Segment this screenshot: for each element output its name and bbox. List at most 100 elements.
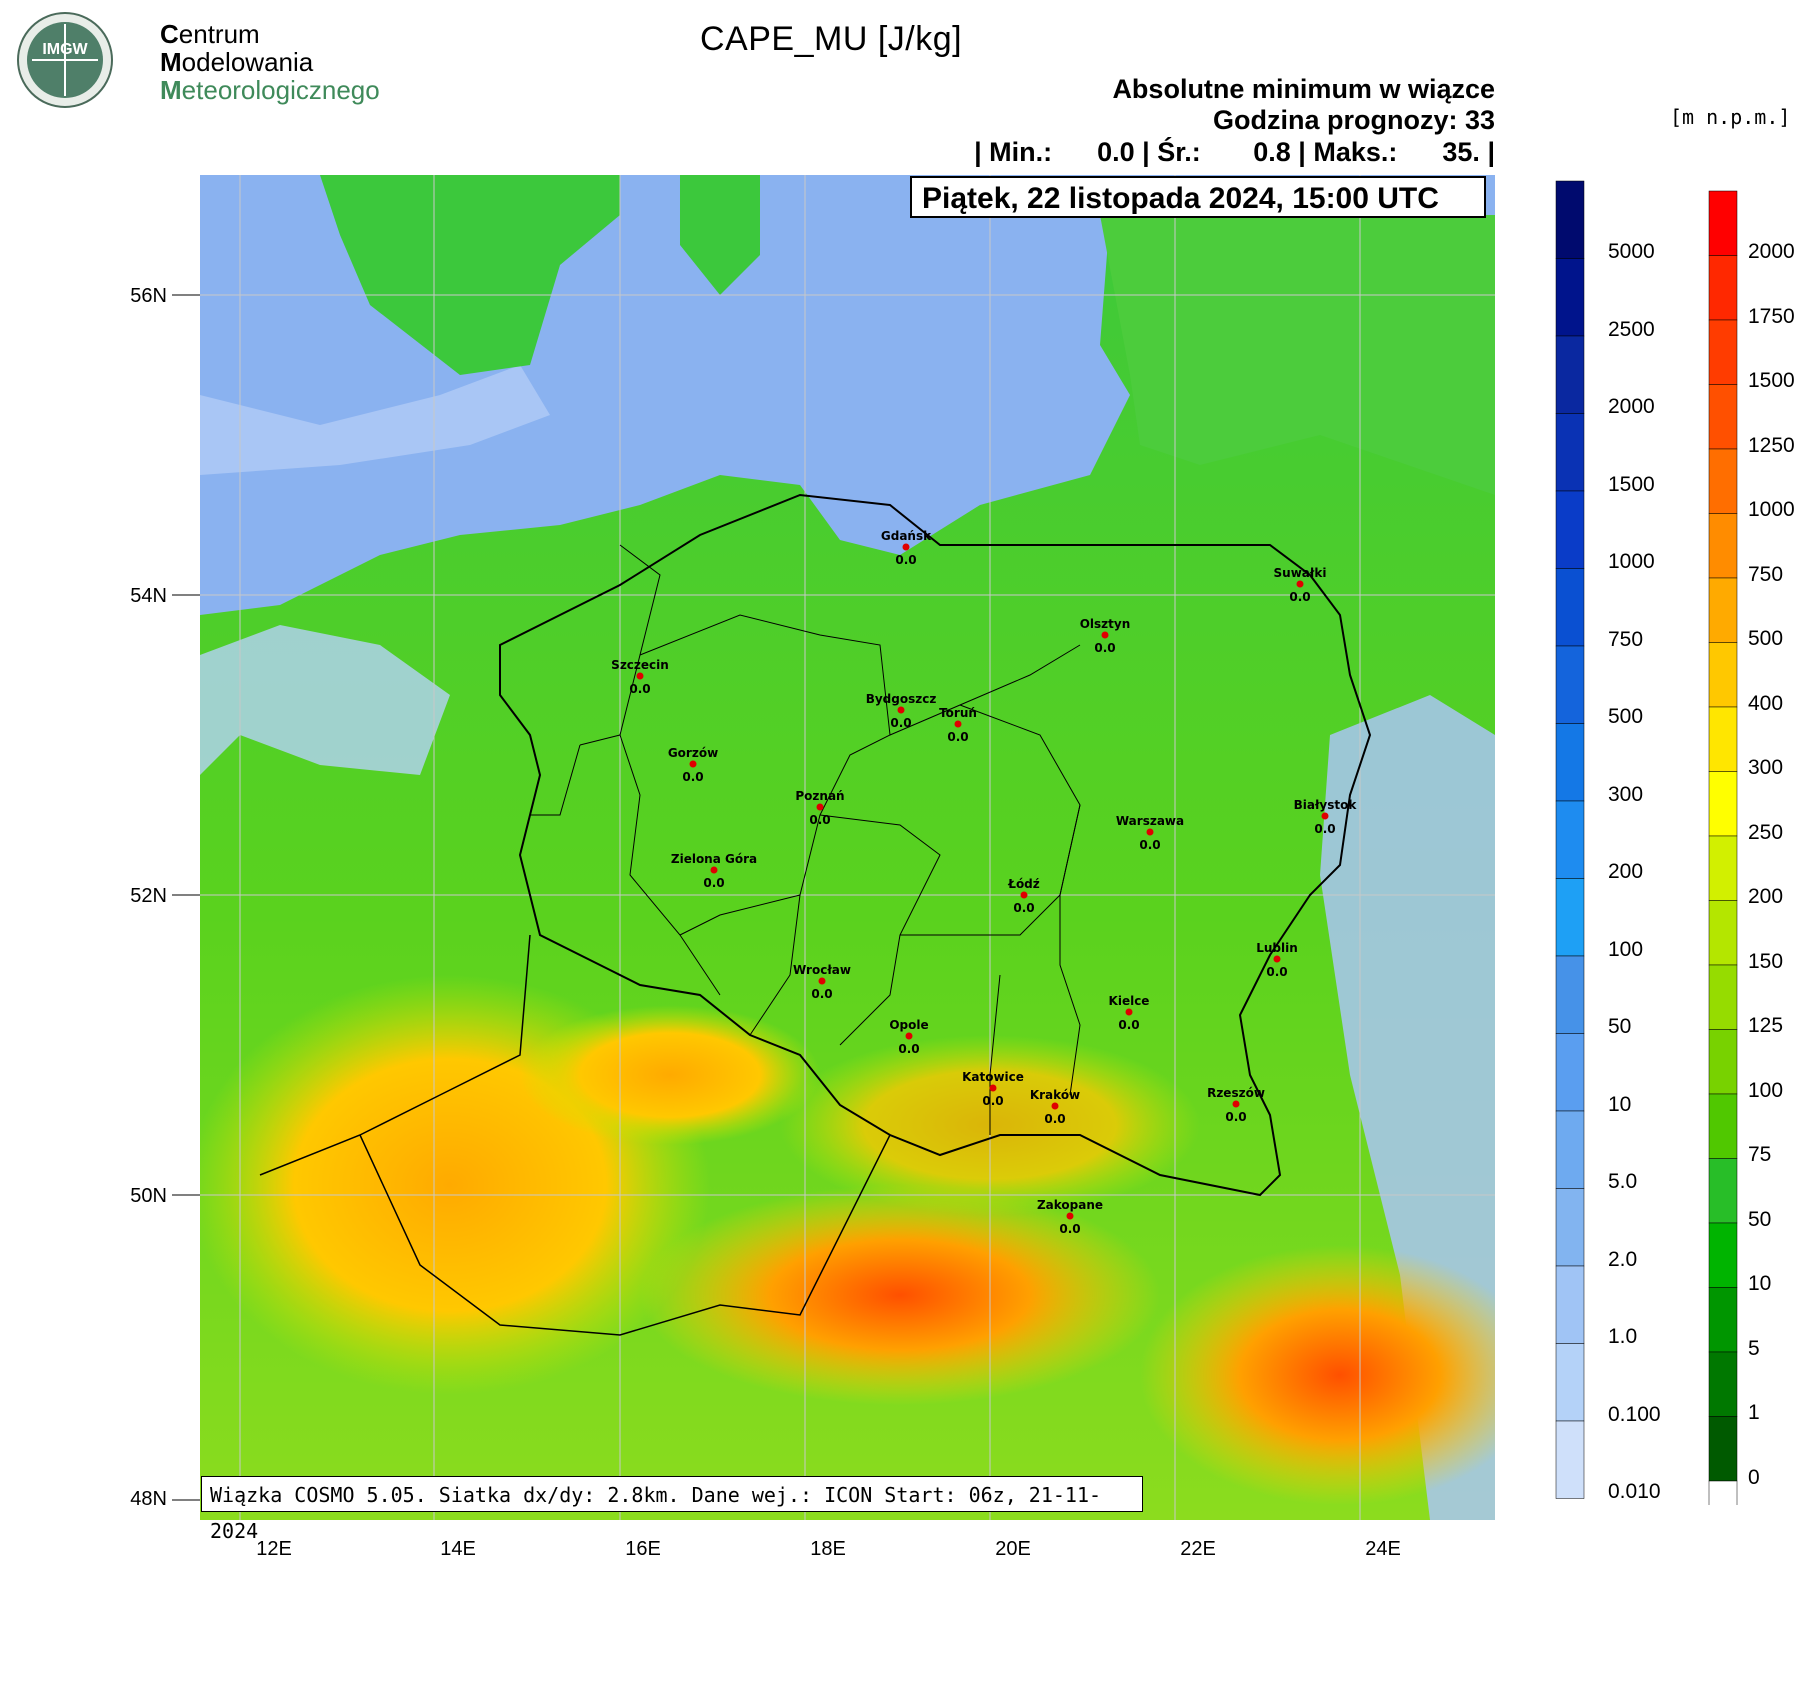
colorbar-swatch bbox=[1555, 568, 1585, 647]
colorbar-swatch bbox=[1708, 255, 1738, 321]
city-name: Olsztyn bbox=[1080, 617, 1131, 631]
svg-text:IMGW: IMGW bbox=[42, 41, 88, 58]
city-name: Opole bbox=[889, 1018, 928, 1032]
city-value: 0.0 bbox=[890, 716, 911, 730]
colorbar-label: 1.0 bbox=[1608, 1325, 1638, 1348]
city-value: 0.0 bbox=[1059, 1222, 1080, 1236]
czech-border bbox=[259, 934, 891, 1336]
colorbar-label: 5 bbox=[1748, 1336, 1760, 1360]
city-marker: Białystok 0.0 bbox=[1294, 798, 1358, 836]
colorbar-swatch bbox=[1708, 900, 1738, 966]
colorbar-label: 75 bbox=[1748, 1143, 1772, 1166]
map-area: Gdańsk 0.0 Suwałki 0.0 Olsztyn 0.0 Szczecin 0.0… bbox=[200, 175, 1495, 1520]
city-value: 0.0 bbox=[1225, 1110, 1246, 1124]
colorbar-label: 300 bbox=[1608, 782, 1644, 806]
city-name: Toruń bbox=[939, 706, 977, 720]
colorbar-label: 1000 bbox=[1608, 550, 1655, 573]
city-marker: Gorzów 0.0 bbox=[668, 746, 718, 784]
lat-label: 54N bbox=[130, 585, 167, 607]
tatra-terrain bbox=[640, 1185, 1160, 1405]
city-value: 0.0 bbox=[898, 1042, 919, 1056]
city-marker: Toruń 0.0 bbox=[939, 706, 977, 744]
colorbar-label: 10 bbox=[1608, 1092, 1632, 1116]
lon-label: 22E bbox=[1180, 1538, 1216, 1560]
city-marker: Katowice 0.0 bbox=[962, 1070, 1024, 1108]
colorbar-label: 0.010 bbox=[1608, 1480, 1661, 1503]
model-info-footer: Wiązka COSMO 5.05. Siatka dx/dy: 2.8km. … bbox=[201, 1476, 1143, 1543]
colorbar-label: 200 bbox=[1608, 860, 1644, 883]
colorbar-label: 1250 bbox=[1748, 433, 1795, 457]
colorbar-swatch bbox=[1708, 1480, 1738, 1505]
colorbar-swatch bbox=[1555, 180, 1585, 259]
colorbar-swatch bbox=[1708, 1416, 1738, 1482]
city-value: 0.0 bbox=[1266, 965, 1287, 979]
city-marker: Wrocław 0.0 bbox=[793, 963, 851, 1001]
lon-label: 12E bbox=[256, 1538, 292, 1560]
header-line-1: Absolutne minimum w wiązce bbox=[1112, 74, 1495, 104]
colorbar-swatch bbox=[1555, 645, 1585, 724]
city-value: 0.0 bbox=[809, 813, 830, 827]
colorbar-swatch bbox=[1555, 1110, 1585, 1189]
colorbar-label: 500 bbox=[1748, 627, 1784, 650]
city-marker: Kraków 0.0 bbox=[1030, 1088, 1080, 1126]
city-dot bbox=[989, 1084, 997, 1092]
colorbar-swatch bbox=[1555, 1420, 1585, 1499]
city-value: 0.0 bbox=[1094, 641, 1115, 655]
colorbar-swatch bbox=[1708, 1287, 1738, 1353]
terrain-colorbar bbox=[1708, 190, 1738, 1505]
poland-border bbox=[499, 493, 1372, 1197]
colorbar-label: 100 bbox=[1608, 937, 1644, 961]
city-marker: Warszawa 0.0 bbox=[1116, 814, 1184, 852]
city-name: Gorzów bbox=[668, 746, 718, 760]
colorbar-swatch bbox=[1708, 448, 1738, 514]
colorbar-label: 1500 bbox=[1608, 472, 1655, 496]
city-name: Gdańsk bbox=[881, 529, 932, 543]
colorbar-swatch bbox=[1708, 1158, 1738, 1224]
colorbar-label: 2000 bbox=[1608, 395, 1655, 418]
city-value: 0.0 bbox=[703, 876, 724, 890]
colorbar-label: 5.0 bbox=[1608, 1170, 1638, 1193]
city-name: Kraków bbox=[1030, 1088, 1080, 1102]
colorbar-label: 750 bbox=[1608, 627, 1644, 651]
city-value: 0.0 bbox=[947, 730, 968, 744]
city-dot bbox=[905, 1032, 913, 1040]
baltic-states-land bbox=[1100, 215, 1495, 495]
colorbar-label: 250 bbox=[1748, 820, 1784, 844]
city-value: 0.0 bbox=[629, 682, 650, 696]
city-dot bbox=[1146, 828, 1154, 836]
lon-label: 24E bbox=[1365, 1538, 1401, 1560]
colorbar-swatch bbox=[1555, 413, 1585, 492]
city-dot bbox=[1020, 891, 1028, 899]
colorbar-swatch bbox=[1555, 800, 1585, 879]
colorbar-label: 1500 bbox=[1748, 369, 1795, 392]
lon-label: 18E bbox=[810, 1538, 846, 1560]
colorbar-swatch bbox=[1555, 878, 1585, 957]
city-dot bbox=[902, 543, 910, 551]
city-value: 0.0 bbox=[682, 770, 703, 784]
city-dot bbox=[818, 977, 826, 985]
city-name: Lublin bbox=[1256, 941, 1298, 955]
city-value: 0.0 bbox=[1314, 822, 1335, 836]
imgw-badge-icon: IMGW bbox=[17, 12, 113, 108]
city-marker: Lublin 0.0 bbox=[1256, 941, 1298, 979]
city-value: 0.0 bbox=[895, 553, 916, 567]
city-value: 0.0 bbox=[1044, 1112, 1065, 1126]
sea-shallow bbox=[200, 365, 550, 475]
colorbar-swatch bbox=[1708, 1093, 1738, 1159]
colorbar-label: 0 bbox=[1748, 1465, 1760, 1489]
map-title: CAPE_MU [J/kg] bbox=[700, 20, 963, 58]
city-markers: Gdańsk 0.0 Suwałki 0.0 Olsztyn 0.0 Szczecin 0.0… bbox=[611, 529, 1357, 1236]
colorbar-swatch bbox=[1708, 1222, 1738, 1288]
lat-label: 56N bbox=[130, 285, 167, 307]
city-marker: Rzeszów 0.0 bbox=[1207, 1086, 1265, 1124]
stats-line: | Min.: 0.0 | Śr.: 0.8 | Maks.: 35. | bbox=[974, 137, 1495, 167]
colorbar-swatch bbox=[1708, 642, 1738, 708]
colorbar-swatch bbox=[1708, 384, 1738, 450]
colorbar-label: 100 bbox=[1748, 1078, 1784, 1102]
city-dot bbox=[1051, 1102, 1059, 1110]
city-value: 0.0 bbox=[811, 987, 832, 1001]
city-dot bbox=[897, 706, 905, 714]
colorbar-swatch bbox=[1555, 1188, 1585, 1267]
island-land bbox=[680, 175, 760, 295]
city-dot bbox=[954, 720, 962, 728]
